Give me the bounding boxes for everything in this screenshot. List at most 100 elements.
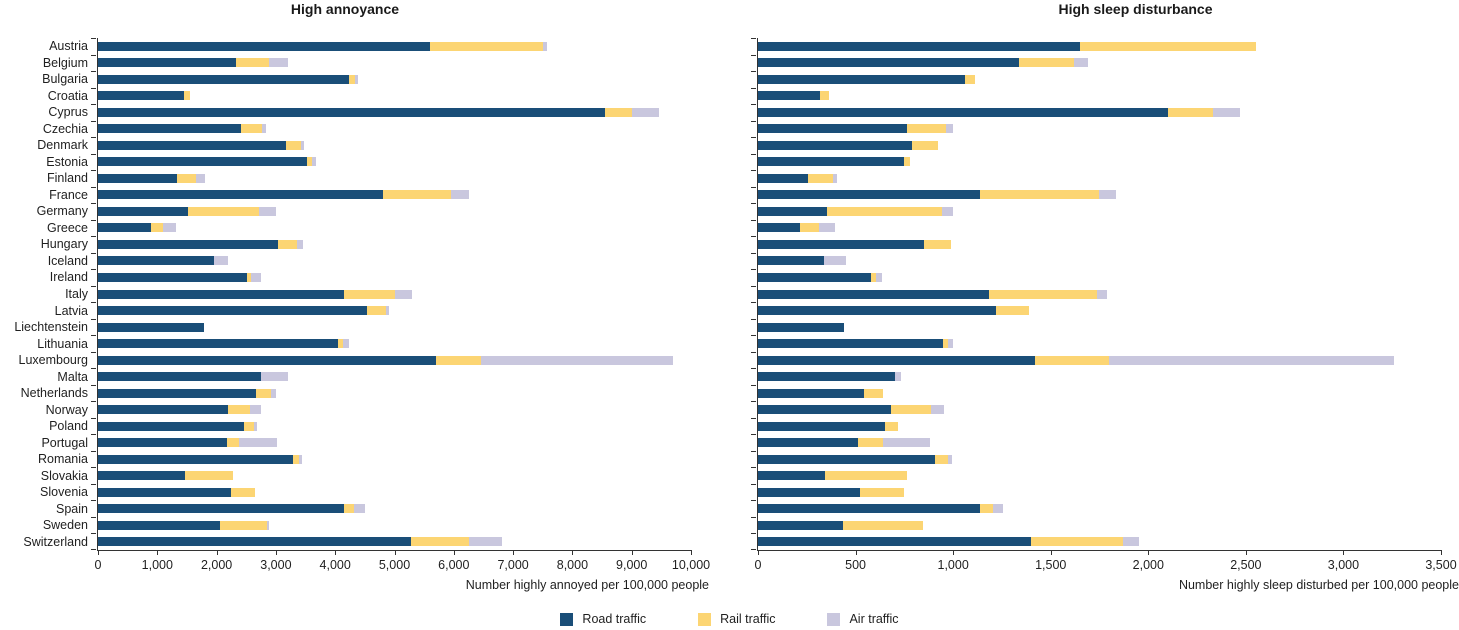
x-axis-tick	[631, 550, 633, 555]
x-tick-label: 3,000	[260, 558, 292, 572]
rail-traffic-segment	[857, 438, 883, 448]
road-traffic-segment	[98, 223, 151, 233]
legend: Road traffic Rail traffic Air traffic	[0, 612, 1459, 626]
road-traffic-segment	[758, 289, 990, 299]
rail-traffic-swatch-icon	[698, 612, 712, 626]
x-tick-label: 1,500	[1035, 558, 1067, 572]
bar-row-portugal	[758, 438, 930, 448]
bar-row-finland	[98, 173, 206, 183]
road-traffic-segment	[98, 355, 436, 365]
rail-traffic-segment	[907, 124, 947, 134]
y-axis-tick	[91, 335, 96, 337]
rail-traffic-segment	[860, 487, 905, 497]
road-traffic-segment	[758, 157, 905, 167]
country-label-luxembourg: Luxembourg	[18, 353, 89, 368]
x-axis-tick	[1441, 550, 1442, 555]
rail-traffic-segment	[980, 504, 994, 514]
y-axis-tick	[91, 219, 96, 221]
x-axis-label-sleep: Number highly sleep disturbed per 100,00…	[1178, 578, 1459, 592]
country-label-liechtenstein: Liechtenstein	[14, 320, 88, 335]
bar-row-hungary	[98, 239, 303, 249]
country-label-italy: Italy	[65, 287, 88, 301]
air-traffic-segment	[481, 355, 674, 365]
y-axis-tick	[751, 401, 756, 403]
annoyance-plot-area: 0 1,000 2,000 3,000 4,000 5,000 6,000 7,000 8,00…	[91, 38, 710, 572]
country-label-germany: Germany	[36, 204, 88, 219]
rail-traffic-segment	[411, 537, 469, 547]
y-axis-tick	[91, 252, 96, 254]
air-traffic-segment	[395, 289, 413, 299]
rail-traffic-segment	[150, 223, 164, 233]
air-traffic-segment	[1109, 355, 1395, 365]
road-traffic-segment	[758, 239, 924, 249]
x-axis-tick	[453, 550, 455, 555]
bar-row-austria	[98, 41, 548, 51]
country-label-romania: Romania	[37, 452, 88, 467]
bar-row-ireland	[758, 272, 882, 282]
bar-row-romania	[758, 454, 953, 464]
road-traffic-segment	[98, 471, 186, 481]
road-traffic-segment	[758, 140, 913, 150]
y-axis-tick	[91, 285, 96, 287]
rail-traffic-segment	[226, 438, 240, 448]
x-tick-label: 8,000	[556, 558, 589, 572]
y-axis-tick	[751, 302, 756, 304]
bar-row-malta	[758, 372, 902, 382]
y-axis-tick	[751, 500, 756, 502]
legend-label-rail: Rail traffic	[720, 612, 776, 626]
rail-traffic-segment	[219, 520, 267, 530]
country-label-iceland: Iceland	[47, 253, 88, 268]
x-axis-tick	[157, 550, 159, 555]
country-label-slovakia: Slovakia	[40, 468, 88, 483]
bar-row-luxembourg	[758, 355, 1395, 365]
country-label-ireland: Ireland	[49, 270, 88, 285]
x-axis-tick	[953, 550, 955, 555]
bar-row-denmark	[758, 140, 938, 150]
road-traffic-segment	[98, 206, 188, 216]
bar-row-estonia	[98, 157, 317, 167]
y-axis-tick	[91, 500, 96, 502]
bar-row-norway	[758, 405, 945, 415]
air-traffic-segment	[824, 256, 846, 266]
x-tick-label: 2,500	[1230, 558, 1262, 572]
rail-traffic-segment	[934, 454, 949, 464]
bar-row-portugal	[98, 438, 278, 448]
rail-traffic-segment	[807, 173, 834, 183]
y-axis-tick	[751, 335, 756, 337]
bar-row-cyprus	[758, 107, 1240, 117]
bar-row-cyprus	[98, 107, 659, 117]
road-traffic-segment	[758, 537, 1032, 547]
bar-row-france	[758, 190, 1117, 200]
rail-traffic-segment	[827, 206, 943, 216]
country-label-latvia: Latvia	[54, 303, 88, 318]
y-axis-tick	[751, 203, 756, 205]
country-label-greece: Greece	[47, 220, 88, 235]
air-traffic-segment	[299, 454, 302, 464]
y-axis-tick	[91, 417, 96, 419]
x-axis-tick	[216, 550, 218, 555]
bar-row-poland	[758, 421, 899, 431]
y-axis-tick	[751, 38, 756, 39]
bar-row-luxembourg	[98, 355, 674, 365]
road-traffic-segment	[98, 306, 367, 316]
bar-row-liechtenstein	[758, 322, 844, 332]
road-traffic-segment	[758, 272, 872, 282]
road-traffic-segment	[758, 421, 885, 431]
rail-traffic-segment	[1031, 537, 1123, 547]
x-axis-tick	[275, 550, 277, 555]
y-axis-tick	[751, 434, 756, 436]
road-traffic-segment	[758, 372, 895, 382]
rail-traffic-segment	[240, 124, 263, 134]
bar-row-italy	[98, 289, 413, 299]
rail-traffic-segment	[227, 405, 250, 415]
road-traffic-segment	[758, 306, 997, 316]
bar-row-finland	[758, 173, 837, 183]
rail-traffic-segment	[996, 306, 1030, 316]
x-tick-label: 0	[754, 558, 762, 572]
y-axis-tick	[751, 137, 756, 139]
rail-traffic-segment	[293, 454, 300, 464]
x-axis-tick	[335, 550, 337, 555]
country-labels-column: Austria Belgium Bulgaria Croatia Cyprus Czech…	[0, 38, 88, 550]
x-axis-tick	[1050, 550, 1052, 555]
rail-traffic-segment	[277, 239, 298, 249]
